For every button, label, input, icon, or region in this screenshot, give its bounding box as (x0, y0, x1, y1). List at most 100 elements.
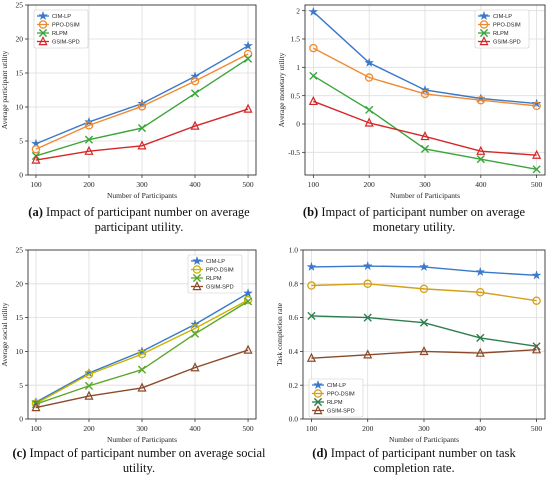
chart-c-legend-item-cim-lp-label: CIM-LP (206, 259, 225, 265)
chart-panel-a: 100 200 300 400 500 0 5 10 15 20 25 Number of Parti… (0, 0, 275, 242)
chart-b-series-rlpm (309, 71, 541, 174)
chart-c-ytick-label: 0 (19, 415, 23, 424)
chart-d-series-rlpm-point (419, 318, 429, 327)
chart-b-ytick-label: 1.5 (291, 35, 301, 44)
chart-a-xlabel: Number of Participants (107, 191, 177, 200)
chart-c-series-gsim-spd-point (84, 390, 94, 400)
chart-a-legend-item-gsim-spd-label: GSIM-SPD (52, 40, 80, 46)
chart-b-series-gsim-spd (308, 95, 542, 159)
chart-panel-d: 100 200 300 400 500 0.0 0.2 0.4 0.6 0.8 1.0 Number … (275, 242, 550, 484)
chart-a: 100 200 300 400 500 0 5 10 15 20 25 Number of Parti… (0, 1, 257, 200)
chart-a-series-ppo-dsim-point (31, 144, 41, 154)
chart-a-legend-item-gsim-spd-marker (38, 36, 48, 46)
chart-a-series-gsim-spd-point (31, 154, 41, 164)
chart-b-legend-item-gsim-spd-marker (479, 36, 489, 46)
chart-d-legend-item-rlpm-label: RLPM (327, 400, 343, 406)
chart-c-series-rlpm-point (137, 365, 147, 374)
chart-panel-c: 100 200 300 400 500 0 5 10 15 20 25 Number of Parti… (0, 242, 275, 484)
chart-b-series-gsim-spd-line (313, 100, 537, 156)
chart-d-series-rlpm-point (307, 311, 316, 321)
chart-a-legend-item-rlpm-marker (38, 28, 48, 38)
chart-a-series-gsim-spd-point (243, 103, 253, 113)
chart-a-series-rlpm-point (84, 135, 94, 144)
chart-b: 100 200 300 400 500 -0.5 0 0.5 1 1.5 2 Number of Pa… (277, 4, 546, 200)
chart-c-legend-item-gsim-spd-label: GSIM-SPD (206, 285, 234, 291)
chart-d-ytick-label: 0.8 (289, 279, 299, 288)
chart-b-legend-item-gsim-spd-label: GSIM-SPD (493, 40, 521, 46)
caption-b-text: Impact of participant number on average … (321, 205, 526, 234)
chart-a-ytick-label: 20 (16, 35, 24, 44)
chart-d-xtick-label: 300 (418, 424, 430, 433)
chart-b-legend-item-ppo-dsim-marker (479, 20, 489, 29)
caption-a-text: Impact of participant number on average … (45, 205, 250, 234)
chart-c-series-gsim-spd-line (35, 349, 249, 409)
caption-d: (d) Impact of participant number on task… (283, 446, 545, 476)
chart-d-series-cim-lp-point (362, 260, 373, 271)
chart-b-ytick-label: -0.5 (288, 148, 300, 157)
chart-a-legend-item-rlpm-label: RLPM (52, 31, 68, 37)
chart-a-series-rlpm-point (137, 123, 147, 133)
chart-d-series-ppo-dsim-point (363, 279, 372, 289)
chart-a-series-ppo-dsim-point (243, 49, 253, 59)
chart-b-series-rlpm-point (420, 144, 430, 154)
chart-b-series-ppo-dsim-point (420, 89, 430, 99)
chart-a-ytick-label: 25 (16, 1, 24, 10)
chart-panel-b: 100 200 300 400 500 -0.5 0 0.5 1 1.5 2 Number of Pa… (275, 0, 550, 242)
chart-b-xtick-label: 100 (308, 180, 320, 189)
chart-c-series-gsim-spd (31, 344, 253, 412)
chart-b-series-gsim-spd-point (420, 131, 430, 141)
caption-c-label: (c) (12, 446, 27, 460)
chart-c-series-gsim-spd-point (243, 344, 253, 354)
caption-a: (a) Impact of participant number on aver… (8, 205, 270, 235)
chart-b-xtick-label: 400 (475, 180, 487, 189)
chart-b-series-cim-lp-point (420, 84, 430, 95)
chart-b-ylabel: Average monetary utility (277, 52, 286, 127)
chart-d-series-gsim-spd-line (311, 349, 537, 359)
chart-c-legend-item-rlpm-marker (192, 273, 202, 283)
caption-b-label: (b) (302, 205, 319, 219)
chart-c-xtick-label: 200 (83, 424, 95, 433)
caption-c: (c) Impact of participant number on aver… (8, 446, 270, 476)
chart-b-series-gsim-spd-point (308, 95, 318, 106)
chart-d-series-ppo-dsim-point (476, 288, 485, 297)
chart-a-xtick-label: 200 (83, 180, 95, 189)
chart-d-series-gsim-spd-point (475, 347, 485, 357)
chart-d-series-gsim-spd-point (531, 344, 542, 354)
chart-a-ytick-label: 10 (16, 103, 24, 112)
chart-b-series-gsim-spd-point (364, 117, 374, 127)
chart-a-xtick-label: 300 (136, 180, 148, 189)
chart-c-series-ppo-dsim-point (243, 295, 253, 305)
chart-b-series-ppo-dsim-point (476, 95, 486, 105)
chart-b-legend: CIM-LP PPO-DSIM RLPM GSIM-SPD (474, 9, 530, 49)
chart-a-ylabel: Average participant utility (0, 50, 9, 129)
chart-c-xtick-label: 500 (242, 424, 254, 433)
chart-a-xtick-label: 400 (189, 180, 201, 189)
chart-c-series-rlpm-point (84, 381, 94, 390)
chart-b-series-ppo-dsim-point (309, 43, 318, 53)
chart-a-series-gsim-spd-point (190, 120, 200, 130)
chart-b-ytick-label: 2 (296, 6, 300, 15)
chart-d-legend-item-cim-lp-label: CIM-LP (327, 383, 346, 389)
chart-d-series-rlpm-point (476, 333, 485, 342)
chart-d-ytick-label: 0.6 (289, 313, 299, 322)
chart-a-legend-item-ppo-dsim-marker (38, 20, 48, 29)
chart-d-xlabel: Number of Participants (389, 435, 459, 444)
chart-a-series-rlpm-point (190, 89, 200, 98)
chart-c-xtick-label: 400 (189, 424, 201, 433)
chart-d-series-gsim-spd-point (306, 352, 317, 362)
chart-c-xtick-label: 100 (30, 424, 42, 433)
chart-b-series-ppo-dsim-point (532, 101, 541, 111)
chart-a-legend: CIM-LP PPO-DSIM RLPM GSIM-SPD (33, 9, 89, 49)
chart-d-xtick-label: 500 (531, 424, 543, 433)
chart-b-ytick-label: 0 (296, 120, 300, 129)
chart-c-legend-box (187, 254, 243, 294)
chart-a-series-ppo-dsim-point (84, 121, 94, 130)
chart-d-series-cim-lp (306, 260, 542, 280)
chart-b-series-gsim-spd-point (532, 149, 542, 159)
chart-c: 100 200 300 400 500 0 5 10 15 20 25 Number of Parti… (0, 246, 257, 444)
chart-c-ytick-label: 10 (16, 347, 24, 356)
chart-d-xtick-label: 400 (475, 424, 487, 433)
chart-d-series-gsim-spd-point (363, 349, 373, 359)
chart-c-series-gsim-spd-point (31, 402, 41, 412)
chart-d-legend-item-gsim-spd-label: GSIM-SPD (327, 409, 355, 415)
